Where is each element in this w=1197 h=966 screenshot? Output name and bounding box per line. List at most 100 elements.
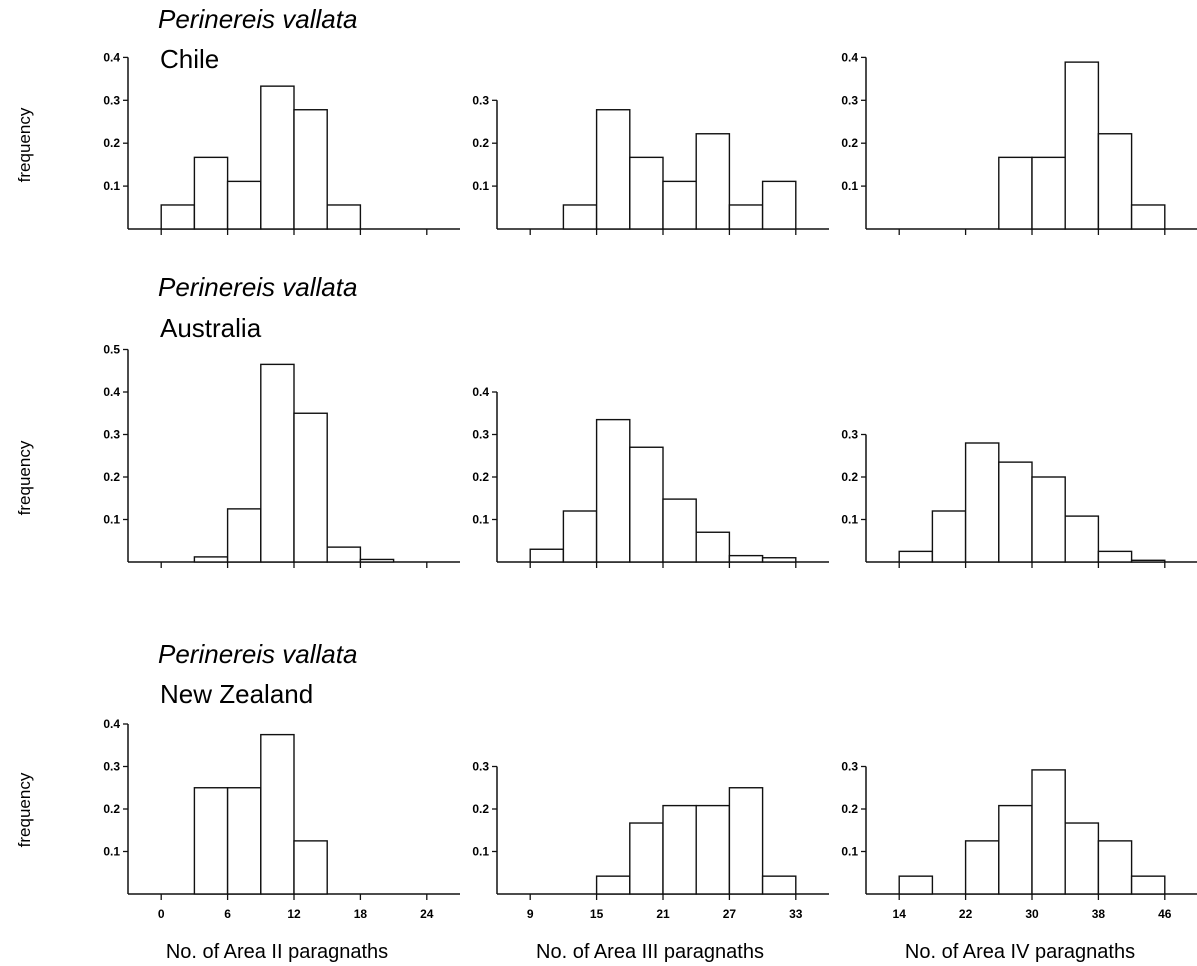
histogram-panel: 0.1 0.2 0.3 14 22 30 38 46 — [841, 760, 1197, 921]
histogram-bar — [1097, 550, 1133, 563]
histogram-bar — [931, 510, 967, 563]
y-tick-label: 0.1 — [841, 513, 858, 527]
histogram-bar — [226, 180, 262, 230]
x-tick-label: 27 — [723, 907, 737, 921]
y-tick-label: 0.2 — [472, 470, 489, 484]
histogram-bar — [595, 875, 631, 895]
y-tick-label: 0.4 — [103, 385, 120, 399]
histogram-bar — [529, 548, 565, 563]
x-tick-label: 30 — [1025, 907, 1039, 921]
histogram-bar — [326, 204, 362, 230]
histogram-bar — [1031, 769, 1066, 895]
x-tick-label: 14 — [893, 907, 907, 921]
histogram-bar — [1097, 840, 1133, 895]
histogram-panel: 0.1 0.2 0.3 0.4 — [472, 385, 829, 568]
histogram-bar — [293, 840, 328, 895]
y-tick-label: 0.2 — [103, 470, 120, 484]
y-tick-label: 0.2 — [841, 802, 858, 816]
x-axis-label: No. of Area IV paragnaths — [905, 941, 1135, 963]
histogram-bar — [898, 875, 934, 895]
histogram-bar — [193, 156, 229, 230]
histogram-bar — [1064, 822, 1100, 895]
x-tick-label: 12 — [287, 907, 301, 921]
histogram-bar — [1130, 559, 1166, 563]
y-tick-label: 0.1 — [103, 845, 120, 859]
histogram-bar — [293, 109, 328, 230]
histogram-bar — [595, 109, 631, 230]
histogram-bar — [761, 180, 797, 230]
histogram-bar — [1064, 61, 1100, 230]
y-axis-label: frequency — [15, 440, 34, 515]
region-title: New Zealand — [160, 679, 313, 709]
y-tick-label: 0.4 — [103, 717, 120, 731]
x-tick-label: 38 — [1092, 907, 1106, 921]
y-axis-label: frequency — [15, 772, 34, 847]
histogram-bar — [761, 557, 797, 563]
histogram-bar — [629, 822, 664, 895]
histogram-bar — [662, 498, 697, 563]
species-title: Perinereis vallata — [158, 272, 357, 302]
y-tick-label: 0.3 — [472, 428, 489, 442]
histogram-bar — [260, 85, 295, 230]
histogram-bar — [964, 840, 1000, 895]
y-tick-label: 0.2 — [472, 802, 489, 816]
histogram-bar — [898, 550, 934, 563]
histogram-bar — [662, 180, 697, 230]
y-tick-label: 0.3 — [841, 760, 858, 774]
histogram-bar — [1097, 133, 1133, 230]
histogram-bar — [1130, 204, 1166, 230]
histogram-bar — [562, 510, 598, 563]
y-tick-label: 0.3 — [841, 428, 858, 442]
species-title: Perinereis vallata — [158, 4, 357, 34]
histogram-bar — [998, 804, 1033, 895]
x-tick-label: 6 — [224, 907, 231, 921]
y-tick-label: 0.3 — [103, 93, 120, 107]
y-axis-label: frequency — [15, 107, 34, 182]
histogram-bar — [629, 446, 664, 563]
y-tick-label: 0.1 — [103, 179, 120, 193]
row-title-chile: Perinereis vallata Chile — [158, 4, 357, 74]
x-tick-label: 33 — [789, 907, 803, 921]
x-tick-label: 24 — [420, 907, 434, 921]
histogram-bar — [326, 546, 362, 563]
histogram-panel: 0.1 0.2 0.3 9 15 21 27 33 — [472, 760, 829, 921]
histogram-bar — [998, 461, 1033, 563]
x-tick-label: 0 — [158, 907, 165, 921]
y-tick-label: 0.3 — [841, 93, 858, 107]
y-tick-label: 0.3 — [472, 93, 489, 107]
region-title: Chile — [160, 44, 219, 74]
y-tick-label: 0.2 — [103, 136, 120, 150]
histogram-panel: 0.1 0.2 0.3 0.4 — [103, 50, 460, 235]
y-tick-label: 0.4 — [841, 50, 858, 64]
histogram-bar — [359, 558, 395, 563]
row-title-new-zealand: Perinereis vallata New Zealand — [158, 639, 357, 709]
y-tick-label: 0.2 — [472, 136, 489, 150]
y-tick-label: 0.4 — [103, 50, 120, 64]
histogram-panel: 0.1 0.2 0.3 — [841, 428, 1197, 568]
histogram-panel: 0.1 0.2 0.3 — [472, 93, 829, 235]
histogram-bar — [595, 418, 631, 563]
histogram-bar — [695, 531, 731, 563]
y-tick-label: 0.1 — [103, 513, 120, 527]
histogram-bar — [260, 733, 295, 895]
y-tick-label: 0.2 — [103, 802, 120, 816]
histogram-bar — [1031, 156, 1066, 230]
y-tick-label: 0.3 — [472, 760, 489, 774]
histogram-bar — [1130, 875, 1166, 895]
y-tick-label: 0.5 — [103, 343, 120, 357]
histogram-bar — [998, 156, 1033, 230]
region-title: Australia — [160, 313, 262, 343]
x-tick-label: 15 — [590, 907, 604, 921]
histogram-bar — [193, 556, 229, 563]
histogram-bar — [728, 554, 764, 563]
y-tick-label: 0.2 — [841, 470, 858, 484]
x-axis-label: No. of Area II paragnaths — [166, 941, 388, 963]
histogram-bar — [260, 363, 295, 563]
histogram-bar — [695, 804, 731, 895]
histogram-bar — [226, 508, 262, 563]
histogram-bar — [662, 804, 697, 895]
y-tick-label: 0.4 — [472, 385, 489, 399]
histogram-bar — [293, 412, 328, 563]
histogram-bar — [728, 204, 764, 230]
